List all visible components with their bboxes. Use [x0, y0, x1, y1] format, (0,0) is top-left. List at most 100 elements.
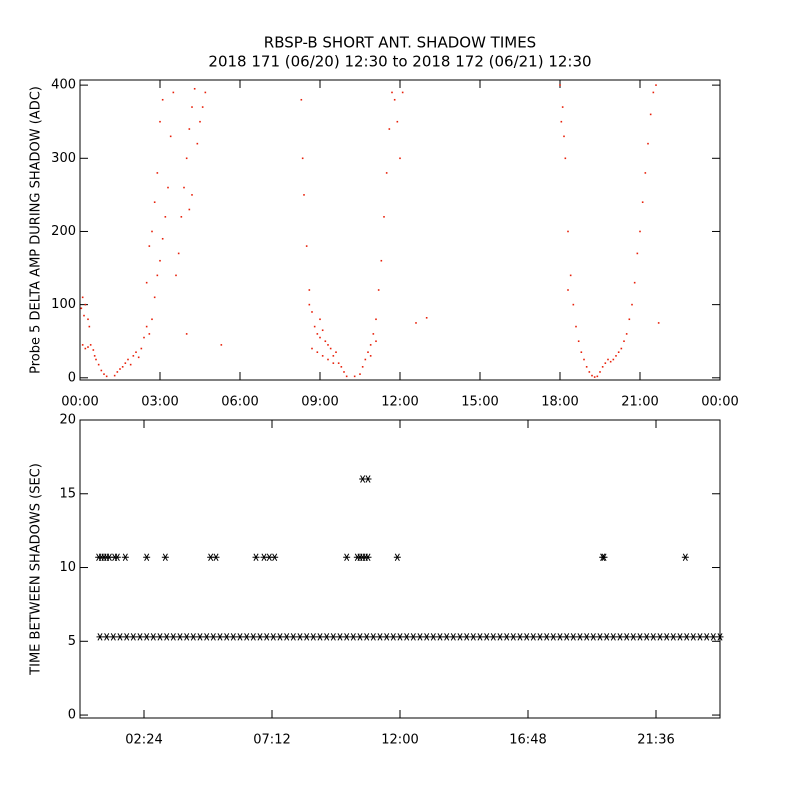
data-point — [109, 633, 117, 641]
data-point — [391, 91, 393, 94]
data-point — [183, 186, 185, 189]
data-point — [283, 633, 291, 641]
data-point — [100, 369, 103, 372]
data-point — [593, 376, 596, 378]
data-point — [93, 355, 96, 357]
data-point — [401, 91, 404, 94]
data-point — [256, 633, 264, 641]
data-point — [641, 201, 644, 203]
data-point — [364, 475, 372, 483]
y-tick-label: 100 — [51, 297, 76, 312]
data-point — [709, 633, 717, 641]
data-point — [161, 98, 164, 101]
data-point — [199, 120, 201, 123]
data-point — [556, 633, 564, 641]
data-point — [148, 333, 151, 335]
data-point — [201, 106, 204, 108]
y-tick-label: 0 — [68, 370, 76, 385]
data-point — [567, 230, 569, 233]
data-point — [469, 633, 477, 641]
x-tick-label: 12:00 — [381, 733, 418, 748]
data-point — [669, 633, 677, 641]
data-point — [83, 314, 85, 317]
data-point — [319, 318, 321, 321]
data-point — [80, 307, 83, 310]
data-point — [396, 120, 399, 123]
data-point — [616, 633, 624, 641]
data-point — [124, 362, 127, 364]
data-point — [656, 633, 664, 641]
data-point — [321, 329, 324, 332]
data-point — [189, 633, 197, 641]
data-point — [375, 318, 377, 321]
data-point — [96, 633, 104, 641]
data-point — [389, 633, 397, 641]
y-axis-label: Probe 5 DELTA AMP DURING SHADOW (ADC) — [29, 86, 44, 374]
x-tick-label: 09:00 — [301, 395, 338, 410]
data-point — [303, 194, 305, 196]
data-point — [185, 333, 188, 335]
data-point — [649, 113, 652, 116]
data-point — [249, 633, 257, 641]
data-point — [193, 87, 196, 90]
data-point — [612, 358, 615, 361]
data-point — [377, 289, 380, 291]
data-point — [683, 633, 691, 641]
data-point — [97, 363, 100, 366]
x-tick-label: 02:24 — [125, 733, 162, 748]
data-point — [223, 633, 231, 641]
data-point — [143, 553, 151, 561]
data-point — [161, 237, 164, 240]
data-point — [625, 333, 628, 335]
data-point — [636, 252, 639, 255]
data-point — [563, 135, 565, 138]
data-point — [177, 252, 180, 255]
x-tick-label: 12:00 — [381, 395, 418, 410]
data-point — [119, 368, 121, 370]
data-point — [529, 633, 537, 641]
data-point — [655, 84, 657, 86]
data-point — [188, 128, 191, 130]
data-point — [652, 91, 655, 94]
data-point — [343, 371, 345, 373]
data-point — [569, 274, 572, 277]
data-point — [336, 633, 344, 641]
data-point — [636, 633, 644, 641]
data-point — [316, 633, 324, 641]
data-point — [603, 633, 611, 641]
x-tick-label: 21:00 — [621, 395, 658, 410]
data-point — [463, 633, 471, 641]
data-point — [596, 375, 599, 378]
data-point — [335, 351, 337, 353]
data-point — [324, 340, 327, 343]
y-tick-label: 10 — [59, 560, 76, 575]
data-point — [416, 633, 424, 641]
data-point — [123, 633, 131, 641]
data-point — [367, 351, 369, 353]
data-point — [393, 98, 396, 101]
data-point — [113, 553, 121, 561]
data-point — [311, 347, 313, 350]
data-point — [364, 358, 367, 361]
data-point — [343, 553, 351, 561]
data-point — [576, 633, 584, 641]
data-point — [696, 633, 704, 641]
chart-title: RBSP-B SHORT ANT. SHADOW TIMES — [264, 34, 536, 52]
y-tick-label: 5 — [68, 634, 76, 649]
data-point — [156, 274, 159, 277]
y-tick-label: 400 — [51, 78, 76, 93]
data-point — [436, 633, 444, 641]
data-point — [591, 374, 593, 377]
x-tick-label: 03:00 — [141, 395, 178, 410]
data-point — [643, 633, 651, 641]
data-point — [599, 371, 601, 373]
x-tick-label: 07:12 — [253, 733, 290, 748]
data-point — [329, 633, 337, 641]
x-tick-label: 18:00 — [541, 395, 578, 410]
data-point — [229, 633, 237, 641]
y-tick-label: 0 — [68, 708, 76, 723]
data-point — [383, 633, 391, 641]
data-point — [601, 366, 604, 368]
